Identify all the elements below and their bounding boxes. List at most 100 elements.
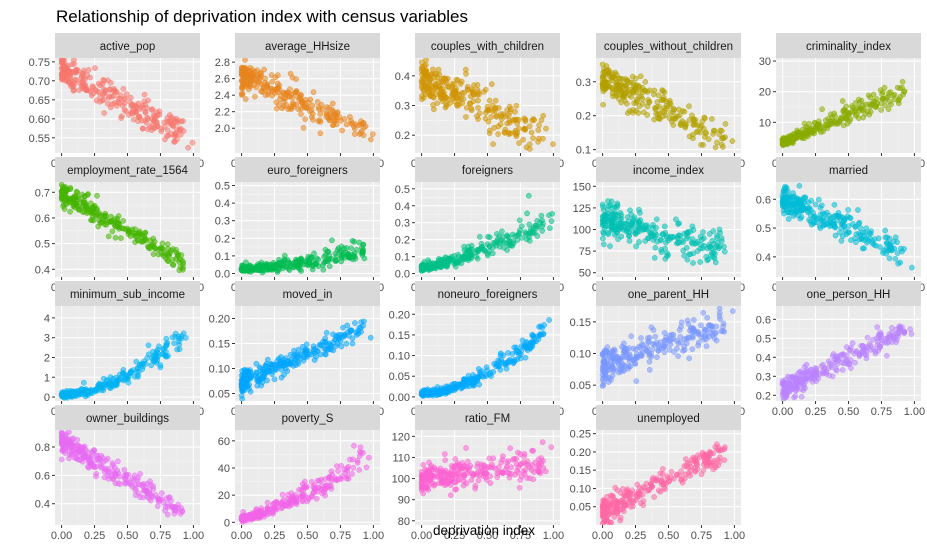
y-tick-label: 0 (44, 392, 50, 404)
data-point (310, 89, 317, 96)
data-point (80, 379, 87, 386)
data-point (262, 75, 268, 82)
data-point (617, 210, 624, 216)
data-point (334, 110, 341, 116)
x-tick-label: 0.00 (231, 530, 252, 542)
data-point (831, 356, 838, 363)
data-point (121, 96, 127, 103)
data-point (803, 367, 810, 373)
y-tick-label: 0.55 (29, 133, 50, 145)
data-point (633, 355, 640, 362)
data-point (842, 227, 849, 234)
data-point (653, 224, 659, 231)
strip-label: employment_rate_1564 (67, 165, 188, 177)
data-point (142, 117, 148, 124)
y-tick-label: 0.2 (215, 233, 230, 245)
data-point (282, 95, 288, 102)
data-point (499, 228, 505, 235)
data-point (675, 353, 681, 359)
data-point (616, 357, 622, 363)
y-tick-label: 0.8 (35, 442, 50, 454)
data-point (632, 231, 639, 237)
data-point (703, 253, 710, 260)
data-point (855, 96, 862, 103)
data-point (689, 240, 696, 247)
data-point (897, 85, 903, 92)
y-tick-label: 0.5 (395, 184, 410, 196)
x-tick-label: 1.00 (363, 530, 384, 542)
data-point (666, 100, 673, 106)
points-couples_with_children (418, 58, 556, 152)
facet-active_pop: active_pop0.550.600.650.700.750.000.250.… (29, 33, 204, 170)
strip-label: criminality_index (806, 41, 891, 53)
data-point (463, 71, 469, 77)
data-point (99, 81, 106, 87)
data-point (154, 503, 161, 509)
data-point (671, 349, 677, 355)
data-point (782, 205, 789, 212)
data-point (458, 256, 465, 263)
strip-label: income_index (633, 165, 704, 177)
strip-label: owner_buildings (86, 413, 169, 425)
data-point (619, 363, 625, 370)
data-point (142, 484, 149, 491)
data-point (120, 370, 127, 377)
data-point (614, 81, 621, 88)
data-point (678, 339, 684, 346)
data-point (132, 485, 139, 492)
data-point (60, 203, 67, 210)
data-point (177, 256, 183, 263)
data-point (67, 392, 74, 398)
data-point (189, 139, 196, 146)
data-point (690, 131, 696, 138)
data-point (633, 243, 639, 250)
data-point (71, 58, 77, 63)
data-point (536, 122, 542, 129)
data-point (298, 268, 304, 274)
data-point (806, 120, 813, 127)
data-point (628, 211, 635, 218)
data-point (662, 256, 669, 262)
data-point (159, 240, 166, 247)
y-tick-label: 60 (218, 436, 230, 448)
data-point (836, 119, 842, 126)
data-point (65, 67, 72, 74)
data-point (818, 363, 825, 369)
y-tick-label: 0.6 (756, 194, 771, 206)
data-point (492, 97, 499, 104)
data-point (650, 236, 657, 243)
data-point (721, 248, 728, 255)
data-point (468, 105, 475, 112)
data-point (301, 478, 308, 485)
data-point (803, 378, 809, 384)
data-point (474, 87, 481, 93)
data-point (71, 80, 78, 87)
data-point (275, 72, 281, 79)
data-point (134, 105, 141, 111)
data-point (852, 224, 859, 230)
data-point (77, 447, 84, 454)
data-point (510, 360, 517, 367)
data-point (513, 102, 520, 109)
data-point (529, 331, 535, 338)
y-tick-label: 0.75 (29, 57, 50, 69)
data-point (490, 369, 497, 375)
data-point (675, 232, 682, 239)
data-point (149, 107, 155, 113)
data-point (884, 240, 890, 247)
data-point (662, 229, 669, 236)
data-point (502, 361, 509, 368)
data-point (488, 114, 495, 120)
data-point (848, 237, 854, 244)
data-point (61, 434, 67, 440)
data-point (67, 208, 73, 215)
data-point (841, 107, 848, 113)
data-point (908, 331, 915, 337)
data-point (714, 235, 720, 241)
strip-background (596, 157, 741, 182)
data-point (672, 115, 679, 122)
data-point (260, 84, 267, 90)
points-criminality_index (779, 78, 908, 149)
